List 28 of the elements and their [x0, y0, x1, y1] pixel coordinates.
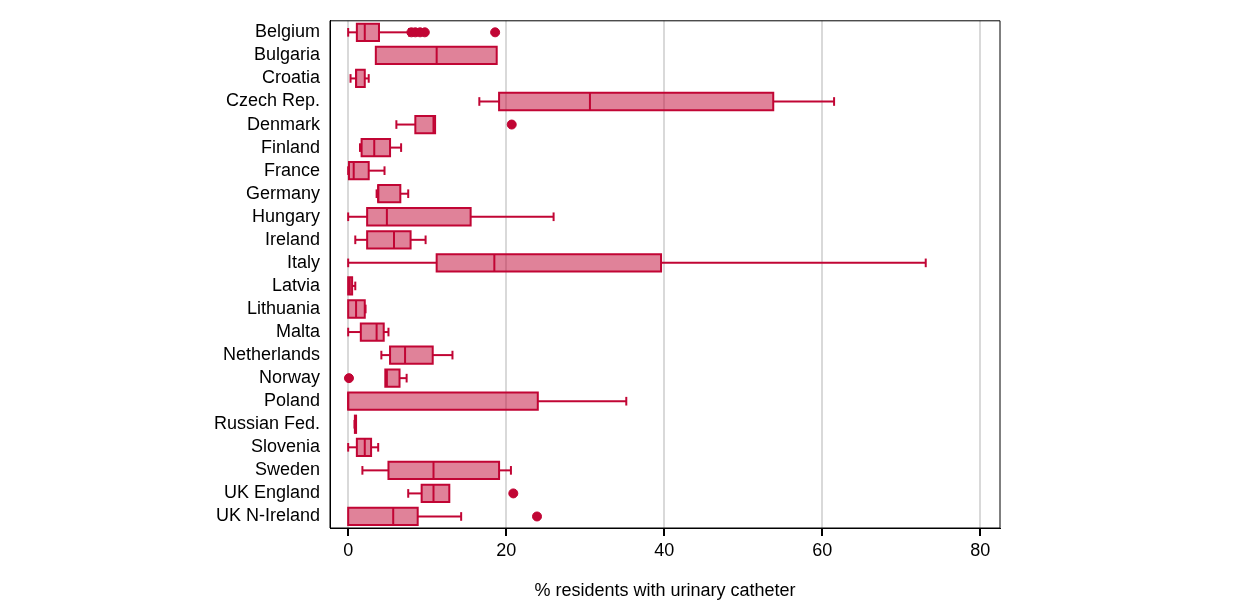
- y-tick-label: Slovenia: [250, 436, 321, 457]
- y-tick-label: Croatia: [261, 67, 321, 88]
- y-tick-label: Denmark: [246, 113, 321, 134]
- y-tick-label: Italy: [286, 251, 320, 272]
- y-tick-label: Norway: [258, 367, 320, 388]
- y-tick-label: Germany: [245, 182, 320, 203]
- y-tick-label: Lithuania: [246, 297, 321, 318]
- y-tick-label: UK N-Ireland: [215, 505, 320, 526]
- y-tick-label: France: [263, 159, 320, 180]
- y-tick-label: Hungary: [251, 205, 320, 226]
- x-tick-label: 80: [970, 539, 991, 560]
- x-axis-title: % residents with urinary catheter: [534, 580, 796, 601]
- y-tick-label: Russian Fed.: [213, 413, 320, 434]
- x-tick-label: 0: [343, 539, 354, 560]
- y-tick-label: Malta: [275, 321, 321, 342]
- x-tick-label: 60: [812, 539, 833, 560]
- y-tick-label: Ireland: [264, 228, 320, 249]
- y-tick-label: Bulgaria: [253, 44, 321, 65]
- y-tick-label: Latvia: [271, 274, 321, 295]
- y-tick-label: Belgium: [254, 21, 320, 42]
- y-tick-label: Poland: [263, 390, 320, 411]
- y-tick-label: UK England: [223, 482, 320, 503]
- y-tick-label: Netherlands: [222, 344, 320, 365]
- y-tick-label: Czech Rep.: [225, 90, 320, 111]
- y-tick-label: Sweden: [254, 459, 320, 480]
- x-tick-label: 20: [496, 539, 517, 560]
- x-tick-label: 40: [654, 539, 675, 560]
- y-tick-label: Finland: [260, 136, 320, 157]
